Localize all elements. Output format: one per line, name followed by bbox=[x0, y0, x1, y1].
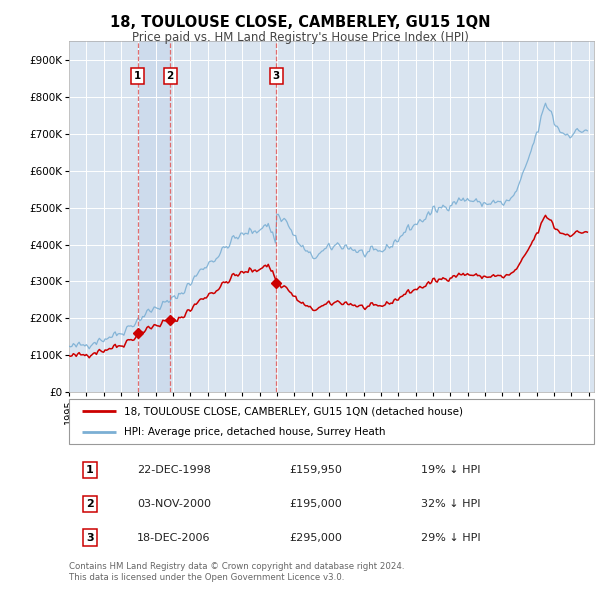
Text: 03-NOV-2000: 03-NOV-2000 bbox=[137, 499, 211, 509]
Text: 29% ↓ HPI: 29% ↓ HPI bbox=[421, 533, 481, 543]
Text: 2: 2 bbox=[167, 71, 174, 81]
Text: £295,000: £295,000 bbox=[290, 533, 343, 543]
Text: 22-DEC-1998: 22-DEC-1998 bbox=[137, 465, 211, 475]
Text: 3: 3 bbox=[272, 71, 280, 81]
Text: 1: 1 bbox=[86, 465, 94, 475]
Text: 2: 2 bbox=[86, 499, 94, 509]
Text: £159,950: £159,950 bbox=[290, 465, 343, 475]
Text: 18, TOULOUSE CLOSE, CAMBERLEY, GU15 1QN (detached house): 18, TOULOUSE CLOSE, CAMBERLEY, GU15 1QN … bbox=[124, 407, 463, 417]
Text: 18-DEC-2006: 18-DEC-2006 bbox=[137, 533, 211, 543]
Text: 3: 3 bbox=[86, 533, 94, 543]
Bar bbox=[138, 41, 170, 392]
Text: Contains HM Land Registry data © Crown copyright and database right 2024.
This d: Contains HM Land Registry data © Crown c… bbox=[69, 562, 404, 582]
Text: 19% ↓ HPI: 19% ↓ HPI bbox=[421, 465, 480, 475]
Text: HPI: Average price, detached house, Surrey Heath: HPI: Average price, detached house, Surr… bbox=[124, 427, 386, 437]
Text: £195,000: £195,000 bbox=[290, 499, 342, 509]
Text: Price paid vs. HM Land Registry's House Price Index (HPI): Price paid vs. HM Land Registry's House … bbox=[131, 31, 469, 44]
Text: 18, TOULOUSE CLOSE, CAMBERLEY, GU15 1QN: 18, TOULOUSE CLOSE, CAMBERLEY, GU15 1QN bbox=[110, 15, 490, 30]
Text: 1: 1 bbox=[134, 71, 142, 81]
Text: 32% ↓ HPI: 32% ↓ HPI bbox=[421, 499, 480, 509]
FancyBboxPatch shape bbox=[69, 399, 594, 444]
